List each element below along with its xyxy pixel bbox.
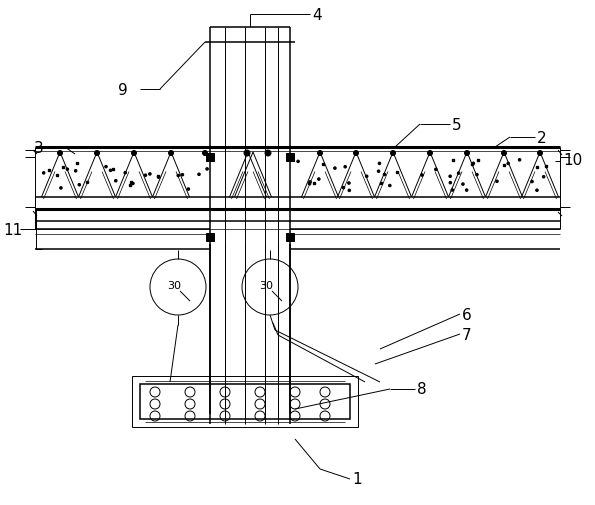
Bar	[286, 154, 294, 162]
Circle shape	[475, 174, 478, 177]
Circle shape	[378, 163, 381, 165]
Circle shape	[365, 176, 368, 178]
Circle shape	[318, 151, 322, 156]
Circle shape	[177, 175, 180, 177]
Circle shape	[536, 189, 538, 192]
Circle shape	[265, 150, 271, 157]
Bar	[206, 233, 214, 241]
Text: 5: 5	[452, 117, 462, 132]
Circle shape	[297, 161, 299, 163]
Circle shape	[427, 151, 433, 156]
Circle shape	[308, 183, 311, 186]
Circle shape	[434, 169, 437, 171]
Circle shape	[465, 189, 468, 192]
Circle shape	[383, 174, 386, 176]
Circle shape	[347, 182, 350, 185]
Text: 11: 11	[3, 222, 22, 237]
Circle shape	[451, 189, 453, 192]
Circle shape	[157, 176, 160, 179]
Circle shape	[344, 166, 346, 169]
Circle shape	[518, 159, 521, 162]
Text: 2: 2	[537, 130, 547, 145]
Circle shape	[198, 174, 201, 176]
Circle shape	[458, 173, 460, 175]
Circle shape	[389, 185, 391, 187]
Text: 9: 9	[118, 82, 128, 97]
Text: 3: 3	[34, 140, 44, 155]
Circle shape	[334, 168, 336, 170]
Circle shape	[202, 151, 208, 156]
Circle shape	[244, 150, 250, 157]
Circle shape	[465, 151, 469, 156]
Text: 30: 30	[259, 280, 273, 290]
Circle shape	[309, 181, 311, 184]
Circle shape	[114, 180, 117, 183]
Circle shape	[348, 190, 350, 192]
Text: 30: 30	[167, 280, 181, 290]
Bar	[132, 376, 358, 427]
Circle shape	[502, 151, 506, 156]
Circle shape	[206, 168, 208, 171]
Text: 7: 7	[462, 327, 472, 342]
Circle shape	[187, 188, 190, 191]
Circle shape	[353, 151, 359, 156]
Circle shape	[318, 178, 320, 181]
Text: 8: 8	[417, 382, 427, 397]
Circle shape	[95, 151, 99, 156]
Text: 4: 4	[312, 8, 322, 22]
Text: 1: 1	[352, 472, 362, 486]
Circle shape	[181, 174, 184, 177]
Circle shape	[507, 163, 509, 165]
Circle shape	[149, 173, 151, 176]
Circle shape	[531, 181, 533, 183]
Circle shape	[42, 172, 45, 175]
Circle shape	[60, 187, 62, 190]
Circle shape	[109, 170, 112, 172]
Text: 10: 10	[563, 152, 583, 167]
Circle shape	[462, 183, 464, 186]
Circle shape	[131, 151, 136, 156]
Circle shape	[66, 169, 68, 171]
Circle shape	[472, 163, 475, 165]
Circle shape	[105, 166, 107, 169]
Circle shape	[74, 170, 77, 173]
Circle shape	[78, 184, 80, 187]
Circle shape	[496, 181, 498, 183]
Circle shape	[543, 176, 545, 179]
Circle shape	[377, 171, 380, 173]
Bar	[140, 384, 350, 419]
Circle shape	[131, 183, 134, 185]
Bar	[206, 154, 214, 162]
Circle shape	[537, 151, 543, 156]
Text: 6: 6	[462, 307, 472, 322]
Circle shape	[449, 182, 452, 185]
Circle shape	[390, 151, 396, 156]
Circle shape	[168, 151, 174, 156]
Circle shape	[58, 151, 62, 156]
Circle shape	[124, 172, 127, 175]
Circle shape	[421, 174, 424, 177]
Circle shape	[449, 176, 452, 178]
Bar	[286, 233, 294, 241]
Circle shape	[144, 175, 147, 177]
Circle shape	[86, 182, 89, 184]
